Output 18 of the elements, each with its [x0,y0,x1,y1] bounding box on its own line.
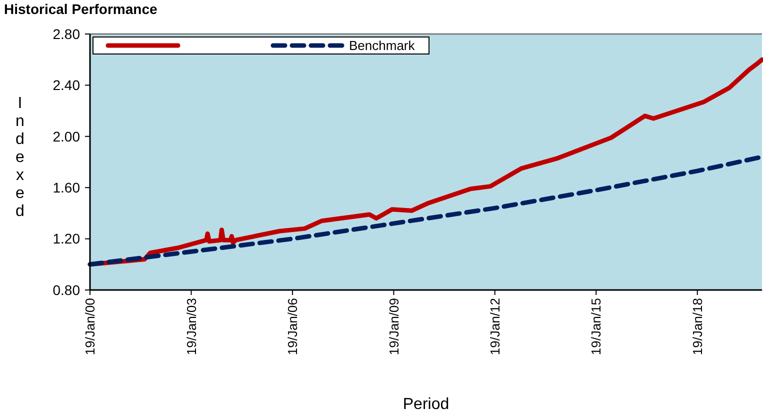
x-tick-label: 19/Jan/09 [386,298,402,356]
y-tick-label: 0.80 [52,282,80,298]
x-tick-label: 19/Jan/12 [487,298,502,356]
x-axis-title: Period [402,396,450,413]
chart-title: Historical Performance [4,1,158,17]
y-axis-title: Indexed [16,95,25,220]
y-tick-label: 2.40 [52,77,80,94]
line-series [88,154,763,267]
y-tick-label: 2.80 [52,26,80,42]
x-tick-label: 19/Jan/18 [690,298,705,356]
y-tick-label: 2.00 [52,128,80,144]
x-tick-label: 19/Jan/03 [184,298,199,356]
x-tick-label: 19/Jan/00 [82,298,98,356]
text: Benchmark [349,38,416,54]
y-tick-label: 1.20 [52,230,80,247]
y-tick-label: 1.60 [52,180,80,196]
x-tick-label: 19/Jan/15 [588,298,604,356]
x-tick-label: 19/Jan/06 [285,298,300,356]
